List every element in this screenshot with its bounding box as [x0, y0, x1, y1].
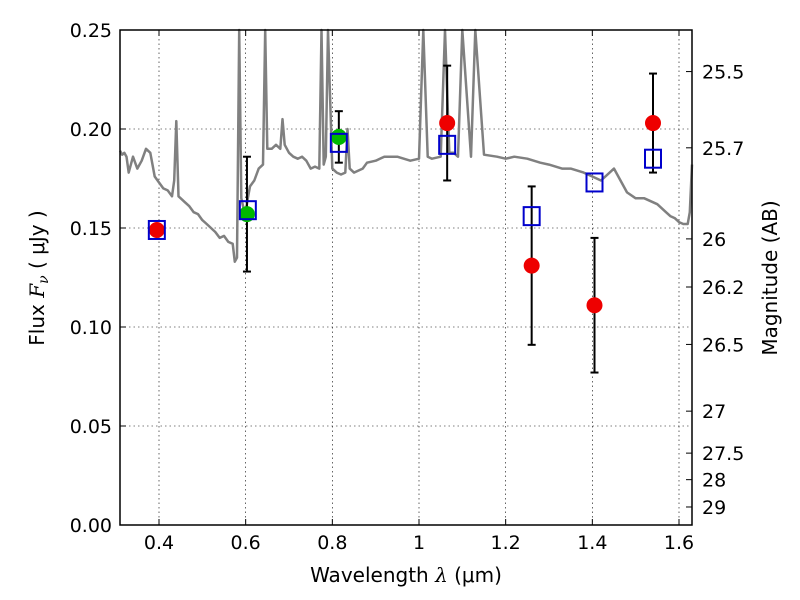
y-axis-label: Flux Fν ( μJy ) — [25, 210, 52, 345]
x-axis-label: Wavelength λ (μm) — [310, 563, 502, 587]
x-tick-label: 1 — [413, 532, 425, 554]
model-point — [147, 219, 166, 240]
model-point — [522, 206, 541, 227]
x-tick-label: 1.6 — [664, 532, 694, 554]
y-tick-label: 0.10 — [70, 317, 112, 339]
y-tick-label: 0.00 — [70, 515, 112, 537]
data-point — [586, 297, 603, 314]
y2-tick-label: 28 — [702, 470, 726, 492]
y2-tick-label: 29 — [702, 497, 726, 519]
y2-tick-label: 27.5 — [702, 443, 744, 465]
y2-tick-label: 26.5 — [702, 334, 744, 356]
y-tick-label: 0.05 — [70, 416, 112, 438]
sed-line-layer — [118, 28, 694, 263]
model-point — [585, 172, 604, 193]
gridlines — [120, 30, 692, 525]
marker-layer — [147, 115, 662, 314]
model-point — [329, 132, 348, 153]
x-tick-label: 1.2 — [491, 532, 521, 554]
x-tick-label: 0.6 — [231, 532, 261, 554]
x-tick-label: 0.8 — [317, 532, 347, 554]
model-point — [644, 148, 662, 169]
ticks: 0.4 0.6 0.8 1 1.2 1.4 1.6 0.00 0.05 0.10 0.15 0.20 0… — [70, 20, 745, 554]
y2-tick-label: 27 — [702, 401, 726, 423]
y-tick-label: 0.20 — [70, 119, 112, 141]
y-tick-label: 0.25 — [70, 20, 112, 42]
y2-tick-label: 26 — [702, 229, 726, 251]
x-tick-label: 1.4 — [577, 532, 607, 554]
sed-line — [118, 28, 694, 263]
data-point — [645, 115, 661, 132]
model-point — [438, 134, 457, 155]
data-point — [523, 257, 540, 274]
y-tick-label: 0.15 — [70, 218, 112, 240]
plot-frame — [119, 29, 693, 526]
x-tick-label: 0.4 — [144, 532, 174, 554]
data-point — [148, 221, 165, 238]
model-point — [238, 200, 257, 221]
y2-tick-label: 25.7 — [702, 138, 744, 160]
y2-axis-label: Magnitude (AB) — [758, 200, 782, 355]
y2-tick-label: 25.5 — [702, 62, 744, 84]
y2-tick-label: 26.2 — [702, 277, 744, 299]
data-point — [330, 128, 347, 145]
data-point — [439, 115, 456, 132]
